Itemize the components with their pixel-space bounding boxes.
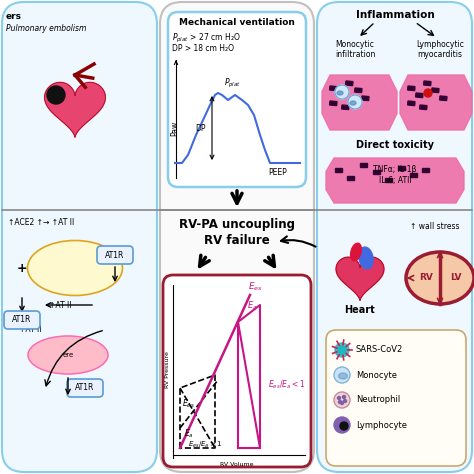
- Circle shape: [424, 89, 432, 97]
- FancyBboxPatch shape: [2, 2, 157, 472]
- Text: Pulmonary embolism: Pulmonary embolism: [6, 24, 86, 33]
- Text: ↑ACE2 ↑→ ↑AT II: ↑ACE2 ↑→ ↑AT II: [8, 218, 74, 227]
- Text: Direct toxicity: Direct toxicity: [356, 140, 434, 150]
- Bar: [337, 93, 345, 98]
- Bar: [385, 178, 392, 182]
- Text: RV Volume: RV Volume: [220, 462, 254, 467]
- Bar: [422, 168, 429, 172]
- Text: PEEP: PEEP: [268, 168, 287, 177]
- Bar: [346, 81, 353, 86]
- Text: ↑ wall stress: ↑ wall stress: [410, 222, 460, 231]
- Text: ↑AT II: ↑AT II: [19, 326, 41, 335]
- Bar: [360, 163, 367, 167]
- Bar: [408, 101, 415, 106]
- Bar: [335, 168, 342, 172]
- Text: ers: ers: [6, 12, 22, 21]
- Bar: [440, 96, 447, 100]
- FancyBboxPatch shape: [160, 2, 314, 472]
- Text: DP > 18 cm H₂O: DP > 18 cm H₂O: [172, 44, 234, 53]
- Polygon shape: [336, 257, 384, 301]
- Text: ere: ere: [63, 352, 73, 358]
- Text: Mechanical ventilation: Mechanical ventilation: [179, 18, 295, 27]
- Text: +: +: [17, 262, 27, 274]
- Text: Paw: Paw: [170, 120, 179, 136]
- Text: $E_{es}$: $E_{es}$: [182, 398, 195, 410]
- Text: DP: DP: [195, 124, 206, 133]
- Circle shape: [344, 400, 346, 402]
- Bar: [373, 170, 380, 174]
- Text: $E_{es}/E_a < 1$: $E_{es}/E_a < 1$: [268, 379, 305, 391]
- Ellipse shape: [28, 336, 108, 374]
- Text: RV failure: RV failure: [204, 234, 270, 247]
- Bar: [342, 105, 349, 109]
- Ellipse shape: [338, 373, 347, 379]
- Polygon shape: [400, 75, 472, 130]
- Text: Heart: Heart: [345, 305, 375, 315]
- Bar: [424, 81, 431, 86]
- Text: $P_{plat}$ > 27 cm H₂O: $P_{plat}$ > 27 cm H₂O: [172, 32, 241, 45]
- Bar: [410, 173, 417, 177]
- Text: $P_{plat}$: $P_{plat}$: [225, 77, 242, 90]
- Bar: [362, 96, 369, 100]
- Bar: [329, 101, 337, 106]
- Polygon shape: [326, 158, 464, 203]
- Text: $E_{es}$: $E_{es}$: [248, 281, 263, 293]
- FancyBboxPatch shape: [326, 330, 466, 466]
- Circle shape: [334, 392, 350, 408]
- Circle shape: [337, 396, 340, 400]
- Circle shape: [338, 401, 341, 403]
- Circle shape: [338, 346, 346, 354]
- FancyBboxPatch shape: [4, 311, 40, 329]
- Text: AT1R: AT1R: [12, 316, 32, 325]
- Text: RV-PA uncoupling: RV-PA uncoupling: [179, 218, 295, 231]
- Text: Monocytic
infiltration: Monocytic infiltration: [335, 40, 375, 59]
- Bar: [347, 176, 354, 180]
- Polygon shape: [322, 75, 397, 130]
- Ellipse shape: [337, 91, 343, 95]
- Circle shape: [348, 95, 362, 109]
- FancyBboxPatch shape: [168, 12, 306, 187]
- Bar: [419, 105, 427, 109]
- Circle shape: [340, 401, 344, 404]
- Text: Inflammation: Inflammation: [356, 10, 434, 20]
- Circle shape: [335, 343, 349, 357]
- Text: RV: RV: [419, 273, 433, 283]
- Text: Lymphocytic
myocarditis: Lymphocytic myocarditis: [416, 40, 464, 59]
- Circle shape: [335, 85, 349, 99]
- FancyBboxPatch shape: [67, 379, 103, 397]
- Bar: [408, 86, 415, 91]
- Text: Neutrophil: Neutrophil: [356, 395, 400, 404]
- Text: TNFα; IL-1β
IL-6; ATII: TNFα; IL-1β IL-6; ATII: [374, 165, 417, 185]
- Ellipse shape: [350, 101, 356, 105]
- Circle shape: [334, 417, 350, 433]
- Ellipse shape: [406, 252, 474, 304]
- Text: $E_a$: $E_a$: [184, 428, 194, 440]
- Text: LV: LV: [450, 273, 462, 283]
- Text: Monocyte: Monocyte: [356, 371, 397, 380]
- Ellipse shape: [359, 247, 373, 269]
- Bar: [329, 86, 337, 91]
- Circle shape: [340, 422, 348, 430]
- Bar: [432, 88, 439, 92]
- Bar: [416, 93, 423, 98]
- Ellipse shape: [351, 243, 361, 261]
- FancyBboxPatch shape: [317, 2, 472, 472]
- Text: AT1R: AT1R: [105, 250, 125, 259]
- Bar: [355, 88, 362, 92]
- Circle shape: [334, 367, 350, 383]
- Ellipse shape: [27, 240, 122, 295]
- Circle shape: [47, 86, 65, 104]
- Bar: [398, 166, 405, 170]
- Text: $E_a$: $E_a$: [247, 300, 257, 312]
- Text: AT1R: AT1R: [75, 383, 95, 392]
- FancyBboxPatch shape: [97, 246, 133, 264]
- FancyBboxPatch shape: [163, 275, 311, 467]
- Text: Lymphocyte: Lymphocyte: [356, 420, 407, 429]
- Text: $E_{es}/E_a > 1$: $E_{es}/E_a > 1$: [188, 440, 222, 450]
- Text: ↑AT II: ↑AT II: [49, 301, 71, 310]
- Text: SARS-CoV2: SARS-CoV2: [356, 346, 403, 355]
- Polygon shape: [45, 82, 105, 137]
- Text: RV Pressure: RV Pressure: [165, 352, 171, 388]
- Circle shape: [343, 395, 346, 399]
